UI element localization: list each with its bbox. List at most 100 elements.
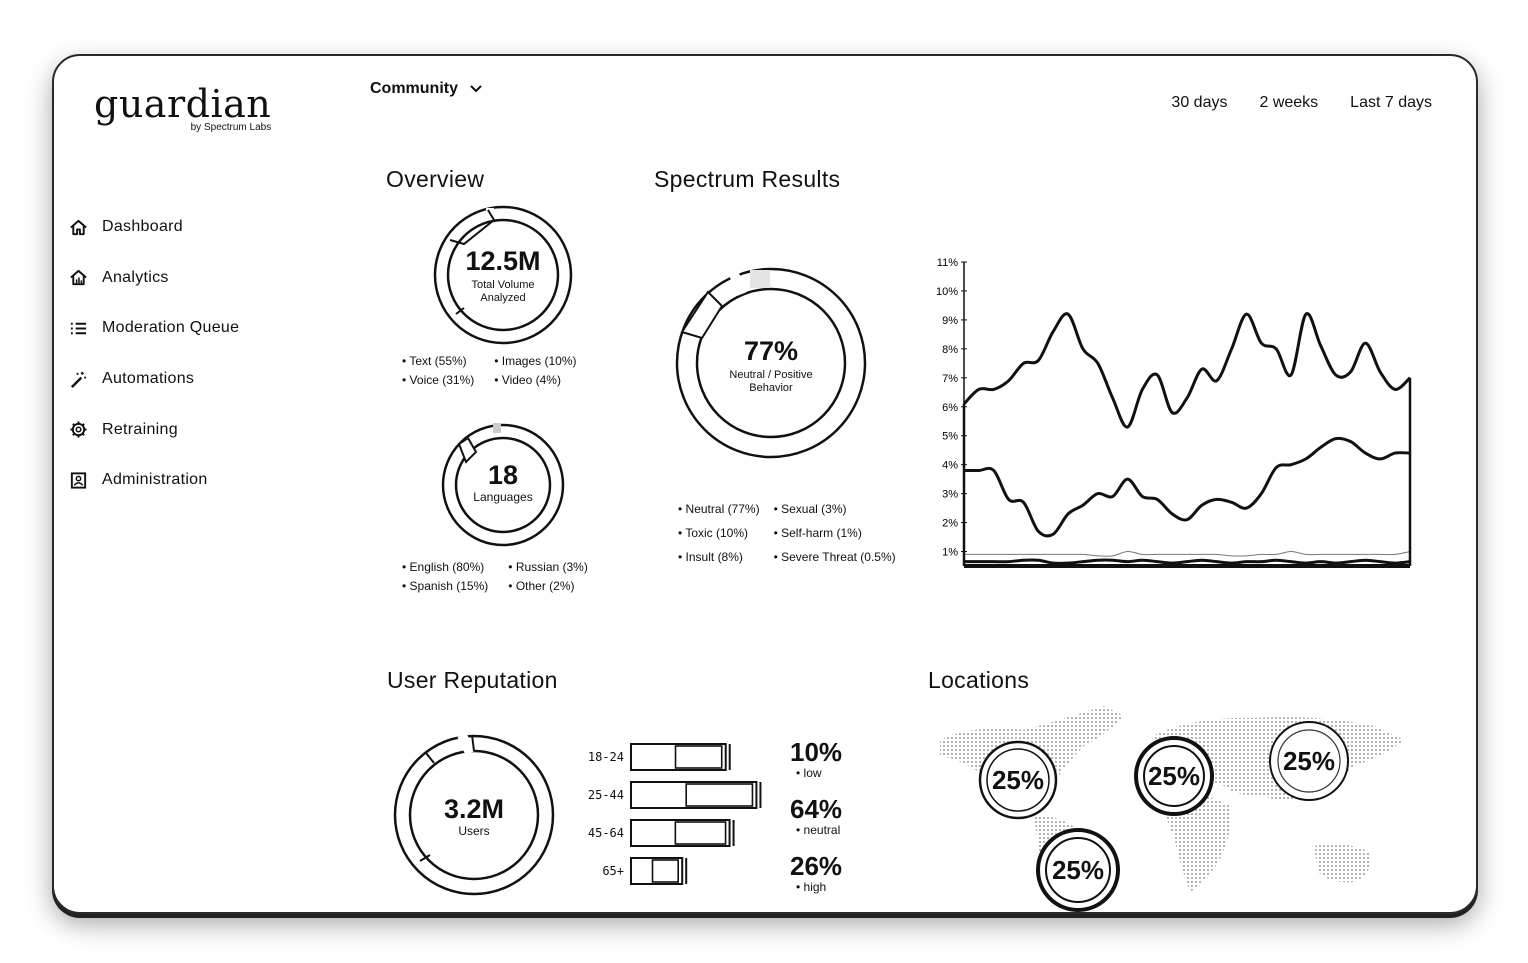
community-label: Community bbox=[370, 80, 458, 97]
y-tick-label: 1% bbox=[942, 547, 958, 559]
location-bubble[interactable]: 25% bbox=[1134, 736, 1214, 816]
spectrum-value: 77% bbox=[743, 336, 799, 366]
y-tick-label: 8% bbox=[942, 344, 958, 356]
languages-value: 18 bbox=[487, 460, 519, 490]
volume-value: 12.5M bbox=[465, 246, 541, 276]
reputation-levels: 10% low 64% neutral 26% high bbox=[790, 738, 842, 909]
age-label: 65+ bbox=[602, 864, 624, 878]
age-label: 25-44 bbox=[587, 788, 624, 802]
legend-item: Text (55%) bbox=[402, 354, 474, 368]
y-tick-label: 3% bbox=[942, 489, 958, 501]
level-pct: 10% bbox=[790, 737, 843, 767]
gear-icon bbox=[68, 420, 88, 440]
y-tick-label: 10% bbox=[936, 286, 958, 298]
reputation-ring bbox=[393, 732, 555, 896]
level-neutral: 64% neutral bbox=[790, 795, 842, 852]
spectrum-metric: 77% Neutral / Positive Behavior bbox=[672, 336, 870, 395]
age-bar bbox=[630, 819, 731, 847]
legend-item: Severe Threat (0.5%) bbox=[774, 550, 896, 564]
list-icon bbox=[68, 318, 88, 338]
legend-item: English (80%) bbox=[402, 560, 488, 574]
level-label: low bbox=[796, 766, 842, 780]
age-label: 45-64 bbox=[587, 826, 624, 840]
age-group-labels: 18-24 25-44 45-64 65+ bbox=[574, 742, 624, 894]
series-line bbox=[963, 551, 1411, 557]
level-high: 26% high bbox=[790, 852, 842, 909]
sidebar-item-label: Automations bbox=[102, 370, 195, 388]
community-selector[interactable]: Community bbox=[370, 80, 482, 98]
legend-item: Images (10%) bbox=[494, 354, 577, 368]
home-icon bbox=[68, 217, 88, 237]
location-bubble[interactable]: 25% bbox=[978, 740, 1058, 820]
volume-ring bbox=[433, 205, 573, 345]
sidebar-item-automations[interactable]: Automations bbox=[68, 354, 288, 405]
age-bar bbox=[630, 857, 684, 885]
legend-item: Sexual (3%) bbox=[774, 502, 896, 516]
series-line bbox=[962, 312, 1412, 429]
y-tick-label: 7% bbox=[942, 373, 958, 385]
age-bar-segment bbox=[674, 745, 723, 769]
sidebar-item-retraining[interactable]: Retraining bbox=[68, 404, 288, 455]
age-bar bbox=[630, 781, 758, 809]
age-bar bbox=[630, 743, 727, 771]
volume-metric: 12.5M Total Volume Analyzed bbox=[428, 246, 578, 305]
range-last-7-days[interactable]: Last 7 days bbox=[1350, 94, 1432, 111]
spectrum-label: Neutral / Positive Behavior bbox=[729, 369, 813, 394]
bubble-value: 25% bbox=[1147, 761, 1201, 791]
languages-legend: English (80%) Russian (3%) Spanish (15%)… bbox=[402, 560, 588, 593]
range-2-weeks[interactable]: 2 weeks bbox=[1259, 94, 1319, 111]
age-bars bbox=[630, 743, 762, 885]
sidebar-item-moderation-queue[interactable]: Moderation Queue bbox=[68, 303, 288, 354]
age-bar-segment bbox=[674, 821, 727, 845]
legend-item: Video (4%) bbox=[494, 373, 576, 387]
sidebar-item-label: Dashboard bbox=[102, 218, 183, 236]
legend-item: Toxic (10%) bbox=[678, 526, 760, 540]
dashboard-window: guardian by Spectrum Labs Dashboard Anal… bbox=[52, 54, 1478, 914]
sidebar-item-label: Moderation Queue bbox=[102, 319, 240, 337]
bubble-value: 25% bbox=[991, 765, 1045, 795]
date-range-selector: 30 days 2 weeks Last 7 days bbox=[1171, 94, 1432, 112]
sidebar-item-label: Analytics bbox=[102, 268, 169, 286]
sidebar-item-label: Retraining bbox=[102, 420, 178, 438]
legend-item: Spanish (15%) bbox=[402, 579, 489, 593]
languages-label: Languages bbox=[473, 490, 533, 504]
level-pct: 26% bbox=[790, 851, 843, 881]
y-tick-label: 11% bbox=[937, 257, 958, 269]
series-line bbox=[964, 558, 1411, 565]
spectrum-legend: Neutral (77%) Sexual (3%) Toxic (10%) Se… bbox=[678, 502, 896, 564]
spectrum-title: Spectrum Results bbox=[654, 166, 841, 192]
logo-text: guardian bbox=[94, 82, 272, 126]
location-bubble[interactable]: 25% bbox=[1268, 720, 1350, 802]
sidebar-item-dashboard[interactable]: Dashboard bbox=[68, 202, 288, 253]
bubble-ring bbox=[1269, 721, 1349, 801]
age-bar-segment bbox=[685, 783, 754, 807]
magic-wand-icon bbox=[68, 369, 88, 389]
legend-item: Insult (8%) bbox=[678, 550, 760, 564]
legend-item: Other (2%) bbox=[508, 579, 588, 593]
bubble-ring bbox=[978, 740, 1058, 820]
series-line bbox=[964, 436, 1411, 538]
volume-legend: Text (55%) Images (10%) Voice (31%) Vide… bbox=[402, 354, 577, 387]
range-30-days[interactable]: 30 days bbox=[1171, 94, 1228, 111]
location-bubble[interactable]: 25% bbox=[1036, 828, 1120, 912]
reputation-metric: 3.2M Users bbox=[390, 794, 558, 838]
level-label: neutral bbox=[796, 823, 842, 837]
chevron-down-icon bbox=[470, 85, 482, 93]
y-tick-label: 2% bbox=[942, 518, 958, 530]
bubble-ring bbox=[1036, 828, 1120, 912]
bubble-ring bbox=[1134, 736, 1214, 816]
sidebar-item-label: Administration bbox=[102, 471, 208, 489]
legend-item: Self-harm (1%) bbox=[774, 526, 896, 540]
home-chart-icon bbox=[68, 268, 88, 288]
bubble-value: 25% bbox=[1282, 746, 1336, 776]
sidebar-item-analytics[interactable]: Analytics bbox=[68, 253, 288, 304]
sidebar-item-administration[interactable]: Administration bbox=[68, 455, 288, 506]
sidebar-nav: Dashboard Analytics Moderation Queue Aut… bbox=[68, 202, 288, 506]
spectrum-ring bbox=[675, 267, 867, 459]
level-label: high bbox=[796, 880, 842, 894]
reputation-value: 3.2M bbox=[443, 794, 505, 824]
y-tick-label: 4% bbox=[942, 460, 958, 472]
volume-label: Total Volume Analyzed bbox=[471, 279, 535, 304]
age-label: 18-24 bbox=[587, 750, 624, 764]
y-tick-label: 5% bbox=[942, 431, 958, 443]
